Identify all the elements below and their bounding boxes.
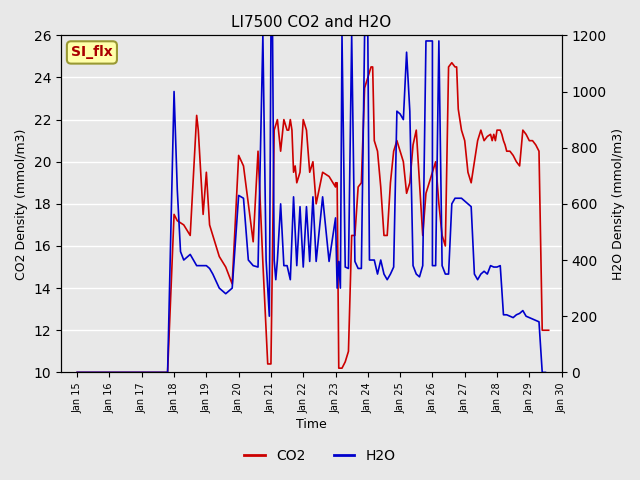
CO2 bbox=[170, 212, 178, 217]
H2O bbox=[374, 271, 381, 277]
H2O bbox=[266, 313, 273, 319]
Title: LI7500 CO2 and H2O: LI7500 CO2 and H2O bbox=[231, 15, 392, 30]
Y-axis label: CO2 Density (mmol/m3): CO2 Density (mmol/m3) bbox=[15, 128, 28, 279]
Y-axis label: H2O Density (mmol/m3): H2O Density (mmol/m3) bbox=[612, 128, 625, 280]
CO2 bbox=[409, 142, 417, 148]
Legend: CO2, H2O: CO2, H2O bbox=[239, 443, 401, 468]
Line: CO2: CO2 bbox=[77, 63, 548, 372]
CO2 bbox=[355, 184, 362, 190]
H2O bbox=[290, 194, 298, 200]
H2O bbox=[259, 33, 267, 38]
CO2 bbox=[448, 60, 456, 66]
CO2 bbox=[74, 370, 81, 375]
H2O bbox=[541, 370, 549, 375]
H2O bbox=[409, 263, 417, 268]
CO2 bbox=[276, 148, 284, 154]
CO2 bbox=[545, 327, 552, 333]
Line: H2O: H2O bbox=[77, 36, 545, 372]
X-axis label: Time: Time bbox=[296, 419, 326, 432]
Text: SI_flx: SI_flx bbox=[71, 46, 113, 60]
H2O bbox=[532, 318, 540, 324]
CO2 bbox=[429, 169, 436, 175]
H2O bbox=[74, 370, 81, 375]
H2O bbox=[516, 311, 524, 316]
CO2 bbox=[399, 159, 407, 165]
